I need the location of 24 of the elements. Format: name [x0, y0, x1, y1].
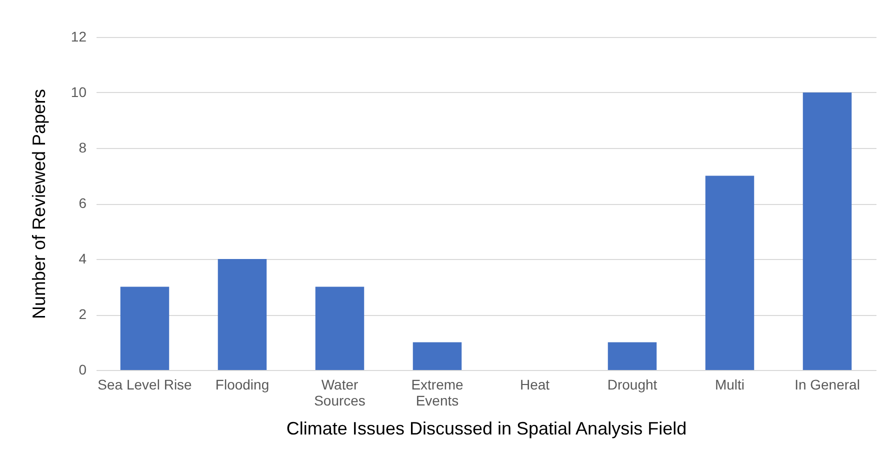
- x-tick-label: Heat: [520, 376, 550, 392]
- y-tick-label: 6: [78, 195, 87, 211]
- y-tick-label: 2: [78, 306, 87, 322]
- y-tick-label: 4: [78, 250, 87, 266]
- x-tick-label: In General: [794, 376, 860, 392]
- bar: [120, 286, 170, 370]
- y-tick-label: 0: [78, 362, 87, 378]
- bar: [705, 176, 754, 370]
- y-tick-label: 12: [70, 28, 87, 44]
- x-tick-label: Flooding: [215, 376, 270, 392]
- x-tick-label: Drought: [607, 376, 658, 392]
- x-tick-label: Multi: [714, 376, 745, 392]
- x-tick-label: Sea Level Rise: [98, 376, 192, 392]
- bar: [802, 92, 852, 370]
- bar: [218, 259, 267, 370]
- x-axis-title: Climate Issues Discussed in Spatial Analysis Field: [286, 418, 687, 438]
- x-tick-label: Water Sources: [314, 376, 366, 408]
- y-tick-label: 8: [78, 140, 87, 156]
- bar: [608, 342, 657, 370]
- bar: [412, 342, 462, 370]
- y-tick-label: 10: [70, 84, 87, 100]
- bar: [315, 286, 364, 370]
- y-axis-title: Number of Reviewed Papers: [28, 88, 49, 320]
- x-tick-label: Extreme Events: [411, 376, 464, 408]
